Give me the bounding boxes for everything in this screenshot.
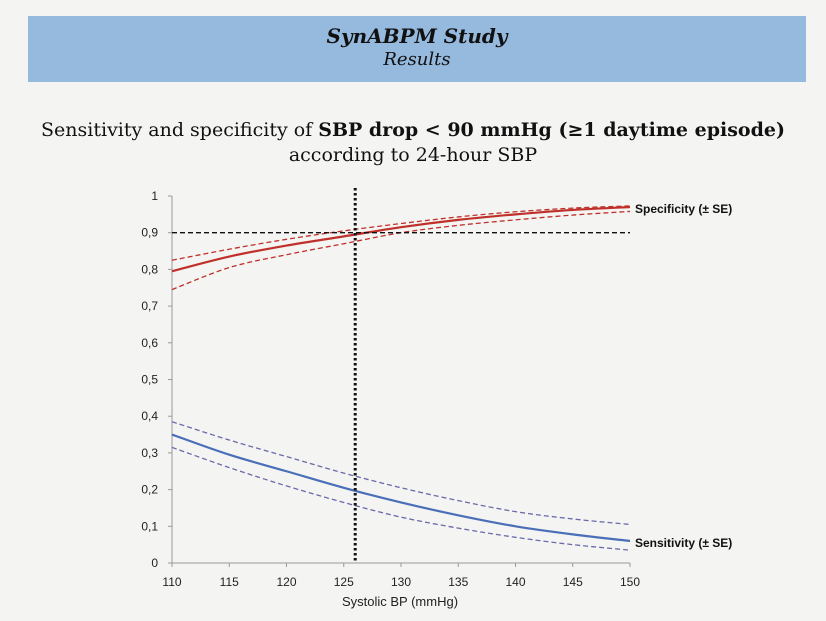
y-tick-label: 0,9: [141, 226, 158, 240]
annotation-sensitivity-se: Sensitivity (± SE): [635, 536, 732, 550]
y-tick-label: 0,3: [141, 446, 158, 460]
x-tick-label: 145: [563, 575, 583, 589]
y-tick-label: 0,5: [141, 373, 158, 387]
series-line-specificity-upper-se: [171, 205, 631, 261]
x-tick-label: 115: [220, 575, 239, 589]
y-tick-label: 0,4: [141, 409, 158, 423]
x-tick-label: 150: [620, 575, 640, 589]
y-tick-label: 0,1: [141, 519, 158, 533]
y-tick-label: 0: [151, 556, 158, 570]
annotation-specificity-se: Specificity (± SE): [635, 202, 732, 216]
chart-heading: Sensitivity and specificity of SBP drop …: [0, 118, 826, 168]
heading-line-1-bold: SBP drop < 90 mmHg (≥1 daytime episode): [318, 119, 785, 141]
series-line-sensitivity-lower-se: [171, 446, 631, 551]
series-line-sensitivity-upper-se: [171, 421, 631, 526]
x-tick-label: 120: [276, 575, 296, 589]
heading-line-1-regular: Sensitivity and specificity of: [41, 119, 319, 141]
y-tick-label: 0,7: [141, 299, 158, 313]
x-tick-label: 130: [391, 575, 411, 589]
heading-line-2: according to 24-hour SBP: [288, 144, 538, 166]
y-tick-label: 0,2: [141, 483, 158, 497]
y-tick-label: 1: [151, 189, 158, 203]
x-tick-label: 125: [334, 575, 354, 589]
title-banner: SynABPM Study Results: [28, 16, 806, 82]
y-tick-label: 0,8: [141, 262, 158, 276]
x-tick-label: 140: [505, 575, 525, 589]
x-tick-label: 135: [448, 575, 468, 589]
x-axis-label: Systolic BP (mmHg): [342, 594, 458, 609]
x-tick-label: 110: [162, 575, 181, 589]
heading-line-1: Sensitivity and specificity of SBP drop …: [0, 118, 826, 143]
series-line-specificity-se: [171, 205, 631, 273]
y-tick-label: 0,6: [141, 336, 158, 350]
banner-subtitle: Results: [383, 49, 451, 70]
banner-title: SynABPM Study: [326, 24, 508, 48]
series-line-sensitivity-se: [171, 433, 631, 543]
